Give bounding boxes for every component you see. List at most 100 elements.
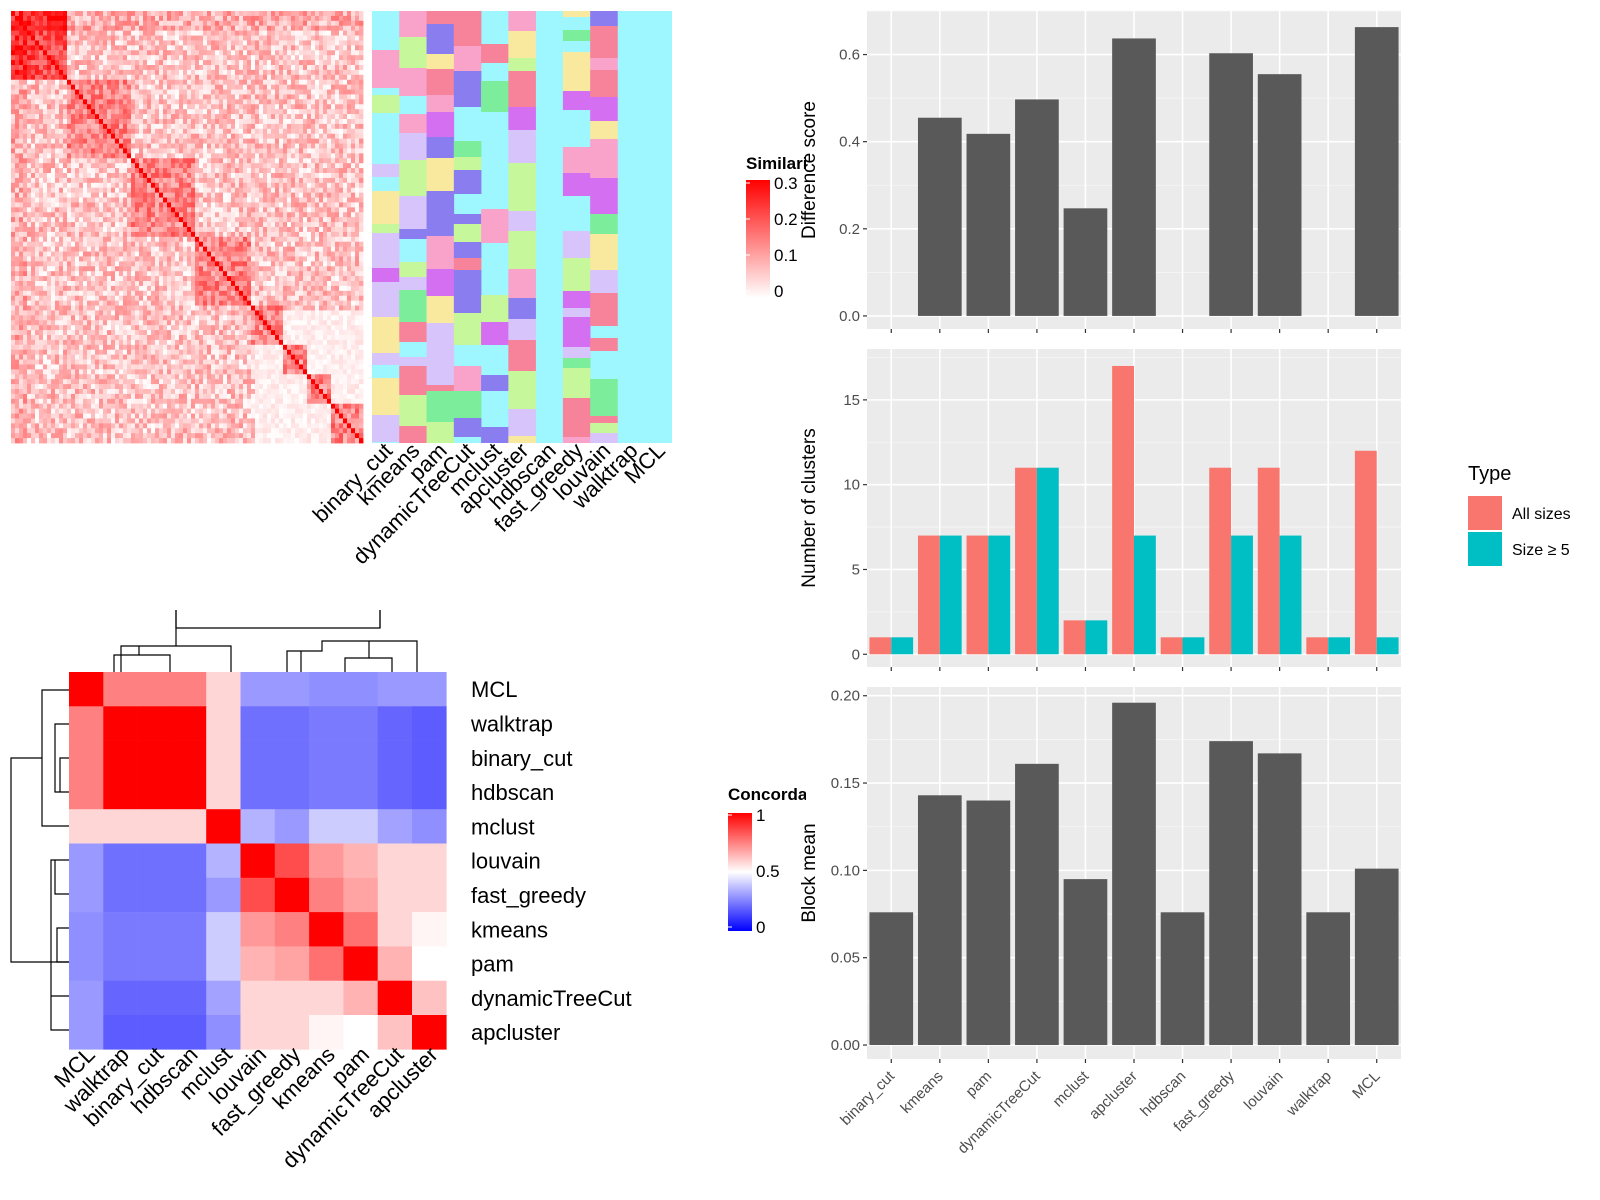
- similarity-cell: [175, 133, 180, 140]
- similarity-cell: [247, 143, 252, 149]
- similarity-cell: [255, 227, 260, 233]
- similarity-cell: [19, 69, 24, 76]
- similarity-cell: [235, 84, 240, 90]
- similarity-cell: [67, 222, 72, 228]
- similarity-cell: [215, 227, 220, 233]
- similarity-cell: [87, 281, 92, 287]
- similarity-cell: [211, 168, 216, 174]
- similarity-cell: [107, 231, 112, 238]
- similarity-cell: [243, 119, 248, 125]
- similarity-cell: [347, 276, 352, 282]
- similarity-cell: [111, 65, 116, 71]
- similarity-cell: [135, 256, 140, 262]
- similarity-cell: [43, 119, 48, 125]
- similarity-cell: [223, 138, 228, 144]
- similarity-cell: [23, 99, 28, 105]
- similarity-cell: [291, 271, 296, 277]
- similarity-cell: [343, 231, 348, 238]
- similarity-cell: [311, 69, 316, 76]
- similarity-cell: [55, 94, 60, 100]
- similarity-cell: [327, 11, 332, 17]
- similarity-cell: [183, 197, 188, 203]
- similarity-cell: [127, 177, 132, 184]
- similarity-cell: [167, 11, 172, 17]
- similarity-cell: [275, 222, 280, 228]
- similarity-cell: [23, 256, 28, 262]
- similarity-cell: [275, 271, 280, 277]
- similarity-cell: [211, 123, 216, 130]
- similarity-cell: [171, 227, 176, 233]
- similarity-cell: [43, 168, 48, 174]
- similarity-cell: [183, 20, 188, 27]
- similarity-cell: [75, 119, 80, 125]
- similarity-cell: [71, 79, 76, 86]
- similarity-cell: [63, 119, 68, 125]
- similarity-cell: [243, 177, 248, 184]
- similarity-cell: [343, 227, 348, 233]
- similarity-cell: [343, 197, 348, 203]
- similarity-cell: [175, 285, 180, 292]
- similarity-cell: [151, 45, 156, 51]
- similarity-cell: [307, 202, 312, 208]
- similarity-cell: [303, 246, 308, 252]
- similarity-cell: [339, 30, 344, 36]
- similarity-cell: [11, 168, 16, 174]
- similarity-cell: [179, 74, 184, 81]
- similarity-cell: [195, 246, 200, 252]
- similarity-cell: [127, 246, 132, 252]
- similarity-cell: [251, 148, 256, 154]
- similarity-cell: [335, 266, 340, 272]
- similarity-cell: [303, 177, 308, 184]
- similarity-cell: [159, 35, 164, 41]
- similarity-cell: [131, 177, 136, 184]
- similarity-cell: [139, 197, 144, 203]
- similarity-cell: [347, 79, 352, 86]
- similarity-cell: [343, 177, 348, 184]
- similarity-cell: [211, 60, 216, 66]
- similarity-cell: [335, 231, 340, 238]
- similarity-cell: [303, 231, 308, 238]
- similarity-cell: [195, 192, 200, 198]
- similarity-cell: [175, 109, 180, 115]
- similarity-cell: [319, 246, 324, 252]
- similarity-cell: [155, 227, 160, 233]
- similarity-cell: [347, 20, 352, 27]
- similarity-cell: [35, 74, 40, 81]
- similarity-cell: [159, 163, 164, 169]
- similarity-cell: [263, 123, 268, 130]
- similarity-cell: [351, 94, 356, 100]
- similarity-cell: [279, 119, 284, 125]
- similarity-cell: [287, 15, 292, 22]
- similarity-cell: [35, 241, 40, 248]
- similarity-cell: [335, 138, 340, 144]
- similarity-cell: [139, 285, 144, 292]
- similarity-cell: [47, 143, 52, 149]
- similarity-cell: [111, 207, 116, 213]
- similarity-cell: [131, 74, 136, 81]
- similarity-cell: [227, 187, 232, 194]
- similarity-cell: [339, 50, 344, 56]
- similarity-cell: [355, 123, 360, 130]
- similarity-cell: [175, 222, 180, 228]
- similarity-cell: [107, 138, 112, 144]
- similarity-cell: [111, 236, 116, 243]
- similarity-cell: [19, 55, 24, 61]
- similarity-cell: [171, 45, 176, 51]
- similarity-cell: [303, 227, 308, 233]
- similarity-cell: [55, 40, 60, 46]
- similarity-cell: [263, 60, 268, 66]
- similarity-cell: [279, 217, 284, 223]
- similarity-cell: [99, 285, 104, 292]
- similarity-cell: [171, 153, 176, 159]
- similarity-cell: [159, 89, 164, 95]
- similarity-cell: [135, 158, 140, 164]
- similarity-cell: [179, 266, 184, 272]
- similarity-cell: [355, 65, 360, 71]
- similarity-cell: [175, 231, 180, 238]
- similarity-cell: [267, 45, 272, 51]
- similarity-cell: [199, 104, 204, 110]
- similarity-cell: [243, 158, 248, 164]
- similarity-cell: [255, 158, 260, 164]
- similarity-cell: [47, 227, 52, 233]
